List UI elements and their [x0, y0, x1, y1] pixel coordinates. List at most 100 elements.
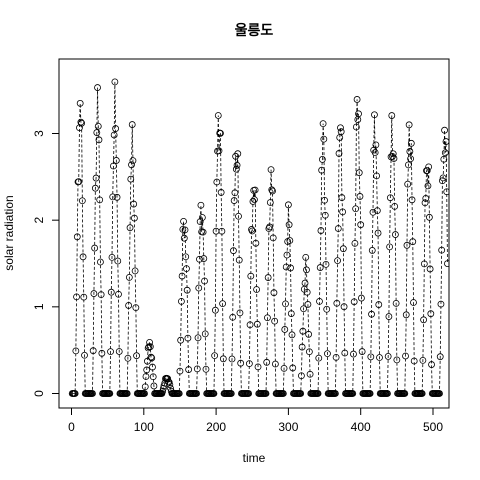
- data-point: [125, 273, 133, 281]
- data-point: [263, 358, 271, 366]
- data-point: [351, 239, 359, 247]
- data-point: [375, 301, 383, 308]
- data-point: [410, 357, 418, 365]
- data-point: [438, 177, 446, 185]
- data-point: [71, 390, 79, 397]
- data-point: [284, 201, 292, 209]
- data-point: [91, 244, 99, 252]
- data-point: [175, 390, 183, 397]
- data-point: [180, 217, 187, 225]
- data-point: [393, 356, 401, 364]
- data-point: [356, 193, 364, 200]
- data-point: [322, 260, 330, 268]
- data-point: [409, 238, 417, 246]
- data-point: [141, 390, 148, 397]
- series-layer: [68, 78, 449, 397]
- data-point: [180, 234, 188, 242]
- data-point: [210, 390, 218, 397]
- data-point: [441, 149, 449, 157]
- data-point: [439, 174, 447, 182]
- data-point: [314, 390, 322, 397]
- data-point: [425, 163, 433, 171]
- data-point: [425, 213, 433, 221]
- series-line: [72, 81, 448, 394]
- data-point: [182, 253, 190, 261]
- data-point: [245, 360, 253, 368]
- data-point: [357, 221, 365, 229]
- data-point: [371, 149, 379, 156]
- data-point: [323, 305, 331, 313]
- chart-title: 울릉도: [235, 22, 274, 39]
- data-point: [253, 320, 261, 328]
- data-point: [141, 383, 149, 391]
- data-point: [376, 354, 383, 361]
- data-point: [194, 334, 202, 342]
- data-point: [196, 218, 204, 226]
- data-point: [285, 221, 293, 229]
- data-point: [231, 189, 239, 197]
- data-point: [389, 152, 396, 160]
- data-point: [298, 372, 305, 380]
- data-point: [269, 187, 276, 195]
- data-point: [271, 360, 279, 368]
- data-point: [107, 348, 114, 356]
- y-axis: 0 1 2 3: [32, 130, 60, 397]
- data-point: [114, 257, 122, 265]
- data-point: [202, 365, 210, 373]
- data-point: [236, 309, 244, 317]
- data-point: [123, 390, 131, 397]
- data-point: [423, 167, 431, 174]
- data-point: [112, 157, 120, 164]
- data-point: [385, 313, 393, 320]
- data-point: [196, 255, 203, 263]
- data-point: [178, 272, 186, 280]
- data-point: [341, 349, 349, 357]
- data-point: [441, 126, 448, 134]
- data-point: [76, 99, 84, 107]
- data-point: [218, 227, 226, 235]
- data-point: [115, 290, 122, 298]
- data-point: [183, 265, 190, 273]
- data-point: [254, 363, 262, 371]
- data-point: [391, 231, 399, 238]
- x-axis-label: time: [243, 451, 266, 465]
- data-point: [193, 390, 200, 397]
- data-point: [352, 205, 360, 213]
- data-point: [420, 316, 428, 324]
- data-point: [245, 390, 253, 397]
- data-point: [133, 352, 140, 360]
- data-point: [249, 198, 257, 205]
- data-point: [331, 390, 339, 397]
- data-point: [340, 303, 348, 311]
- data-point: [390, 155, 398, 162]
- data-point: [318, 166, 326, 174]
- data-point: [109, 193, 117, 201]
- x-tick-label: 200: [206, 420, 226, 434]
- data-point: [96, 196, 104, 204]
- data-point: [229, 313, 237, 321]
- data-point: [338, 194, 346, 201]
- data-point: [129, 157, 137, 165]
- data-point: [422, 195, 430, 202]
- data-point: [149, 373, 157, 381]
- data-point: [443, 188, 449, 196]
- x-tick-label: 300: [278, 420, 298, 434]
- data-point: [424, 182, 432, 190]
- data-point: [298, 343, 306, 351]
- data-point: [148, 354, 156, 362]
- data-point: [211, 306, 219, 314]
- data-point: [89, 390, 96, 397]
- data-point: [280, 364, 288, 372]
- data-point: [410, 299, 417, 306]
- data-point: [143, 366, 151, 374]
- data-point: [303, 288, 311, 296]
- data-point: [350, 298, 358, 306]
- data-point: [197, 201, 205, 209]
- data-point: [73, 293, 80, 301]
- data-point: [391, 202, 399, 210]
- data-point: [93, 129, 101, 136]
- data-point: [234, 150, 242, 158]
- data-point: [128, 121, 136, 128]
- data-point: [125, 302, 133, 309]
- data-point: [282, 300, 289, 308]
